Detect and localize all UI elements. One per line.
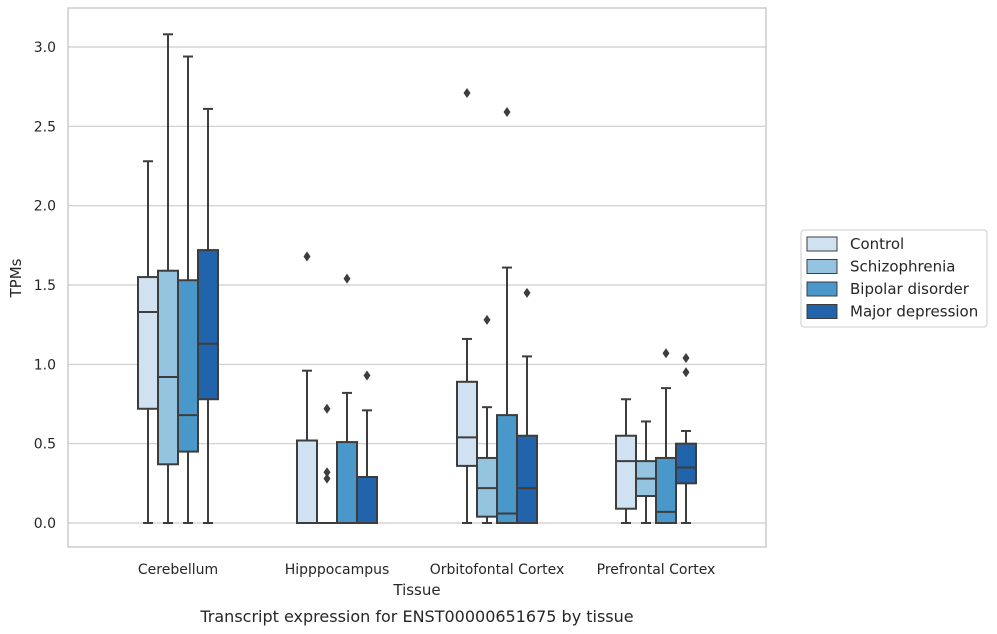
box-iqr	[177, 279, 199, 453]
legend-swatch	[806, 281, 838, 297]
legend-label: Major depression	[850, 303, 978, 321]
box-bipolar-disorder	[655, 348, 677, 524]
box-schizophrenia	[476, 314, 498, 524]
outlier-point	[682, 352, 690, 363]
x-tick-labels: Cerebellum Hipppocampus Orbitofontal Corte…	[138, 562, 715, 578]
box-iqr	[137, 276, 159, 410]
y-tick-label: 2.5	[34, 119, 56, 135]
y-axis-label: TPMs	[7, 258, 25, 298]
outlier-point	[503, 107, 511, 118]
box-schizophrenia	[635, 420, 657, 524]
box-control	[615, 398, 637, 524]
box-bipolar-disorder	[496, 107, 518, 524]
boxes	[137, 33, 697, 525]
box-bipolar-disorder	[336, 273, 358, 524]
y-tick-labels: 0.0 0.5 1.0 1.5 2.0 2.5 3.0	[34, 40, 56, 532]
y-tick-label: 0.0	[34, 516, 56, 532]
box-iqr	[296, 439, 318, 525]
box-iqr	[516, 434, 538, 525]
legend-swatch	[806, 236, 838, 252]
box-iqr	[456, 380, 478, 467]
outlier-point	[303, 251, 311, 262]
box-major-depression	[675, 352, 697, 524]
box-iqr	[336, 441, 358, 524]
x-axis-label: Tissue	[392, 581, 440, 599]
outlier-point	[323, 467, 331, 478]
y-tick-label: 1.0	[34, 357, 56, 373]
outlier-point	[463, 88, 471, 99]
box-iqr	[197, 249, 219, 401]
x-tick-label: Orbitofontal Cortex	[430, 562, 565, 578]
box-major-depression	[516, 287, 538, 525]
box-iqr	[675, 442, 697, 485]
x-tick-label: Prefrontal Cortex	[597, 562, 716, 578]
box-iqr	[496, 414, 518, 524]
box-bipolar-disorder	[177, 55, 199, 524]
legend-label: Schizophrenia	[850, 258, 955, 276]
box-iqr	[157, 269, 179, 466]
y-tick-label: 3.0	[34, 40, 56, 56]
outlier-point	[662, 348, 670, 359]
legend: Control Schizophrenia Bipolar disorder Majo…	[800, 229, 988, 328]
outlier-point	[323, 403, 331, 414]
box-major-depression	[356, 370, 378, 524]
box-iqr	[655, 456, 677, 524]
outlier-point	[323, 473, 331, 484]
box-control	[456, 88, 478, 524]
box-major-depression	[197, 107, 219, 524]
legend-label: Control	[850, 235, 904, 253]
box-iqr	[356, 475, 378, 524]
legend-label: Bipolar disorder	[850, 280, 970, 298]
outlier-point	[523, 287, 531, 298]
box-iqr	[615, 434, 637, 510]
y-tick-label: 1.5	[34, 278, 56, 294]
outlier-point	[363, 370, 371, 381]
legend-frame	[800, 229, 988, 328]
outlier-point	[682, 367, 690, 378]
y-tick-label: 0.5	[34, 437, 56, 453]
outlier-point	[343, 273, 351, 284]
plot-frame	[67, 7, 767, 548]
outlier-point	[483, 314, 491, 325]
legend-swatch	[806, 304, 838, 319]
y-tick-label: 2.0	[34, 199, 56, 215]
box-control	[137, 160, 159, 524]
box-schizophrenia	[157, 33, 179, 524]
legend-swatch	[806, 259, 838, 274]
figure-caption: Transcript expression for ENST0000065167…	[199, 607, 633, 626]
x-tick-label: Cerebellum	[138, 562, 218, 578]
x-tick-label: Hipppocampus	[285, 562, 390, 578]
box-schizophrenia	[316, 403, 338, 525]
box-control	[296, 251, 318, 525]
